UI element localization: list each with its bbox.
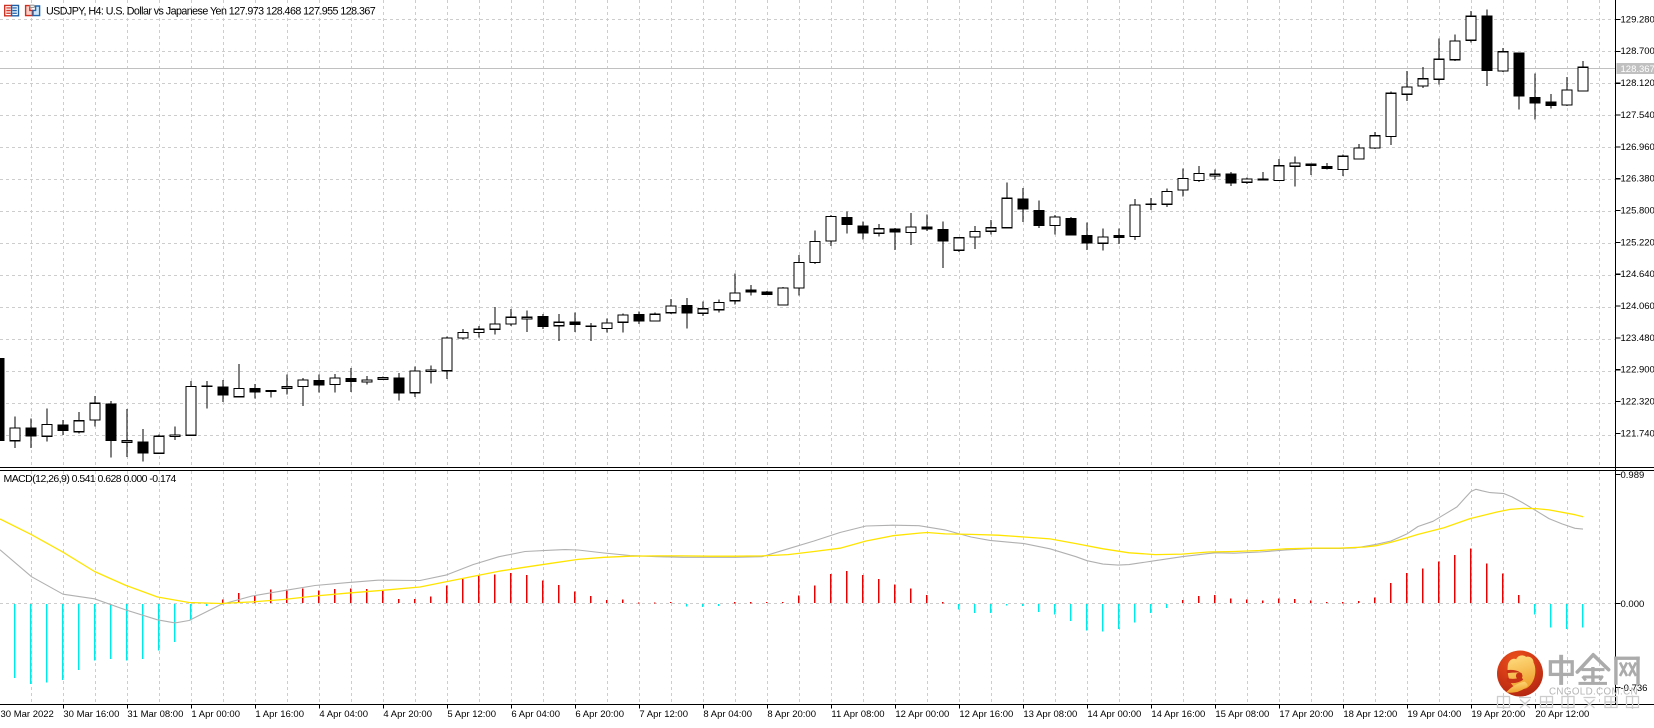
- svg-text:128.700: 128.700: [1621, 46, 1654, 57]
- svg-text:126.960: 126.960: [1621, 142, 1654, 153]
- svg-text:14 Apr 16:00: 14 Apr 16:00: [1151, 709, 1205, 720]
- svg-text:12 Apr 16:00: 12 Apr 16:00: [959, 709, 1013, 720]
- svg-text:13 Apr 08:00: 13 Apr 08:00: [1023, 709, 1077, 720]
- svg-text:12 Apr 00:00: 12 Apr 00:00: [895, 709, 949, 720]
- svg-text:8 Apr 20:00: 8 Apr 20:00: [767, 709, 816, 720]
- svg-text:31 Mar 08:00: 31 Mar 08:00: [127, 709, 183, 720]
- svg-text:127.540: 127.540: [1621, 110, 1654, 121]
- svg-text:4 Apr 20:00: 4 Apr 20:00: [383, 709, 432, 720]
- svg-text:0.989: 0.989: [1621, 470, 1645, 481]
- svg-text:18 Apr 12:00: 18 Apr 12:00: [1343, 709, 1397, 720]
- svg-text:30 Mar 2022: 30 Mar 2022: [1, 709, 54, 720]
- svg-text:14 Apr 00:00: 14 Apr 00:00: [1087, 709, 1141, 720]
- svg-text:128.120: 128.120: [1621, 78, 1654, 89]
- svg-text:0.000: 0.000: [1621, 599, 1645, 610]
- svg-text:5 Apr 12:00: 5 Apr 12:00: [447, 709, 496, 720]
- svg-text:125.800: 125.800: [1621, 205, 1654, 216]
- svg-text:11 Apr 08:00: 11 Apr 08:00: [831, 709, 884, 720]
- svg-text:17 Apr 20:00: 17 Apr 20:00: [1279, 709, 1333, 720]
- svg-text:4 Apr 04:00: 4 Apr 04:00: [319, 709, 368, 720]
- svg-text:20 Apr 12:00: 20 Apr 12:00: [1535, 709, 1589, 720]
- svg-text:123.480: 123.480: [1621, 333, 1654, 344]
- svg-text:CNGOLD.COM.CN: CNGOLD.COM.CN: [1549, 687, 1638, 698]
- svg-text:30 Mar 16:00: 30 Mar 16:00: [63, 709, 119, 720]
- svg-text:129.280: 129.280: [1621, 14, 1654, 25]
- svg-text:19 Apr 20:00: 19 Apr 20:00: [1471, 709, 1525, 720]
- svg-text:MACD(12,26,9) 0.541 0.628 0.00: MACD(12,26,9) 0.541 0.628 0.000 -0.174: [4, 473, 177, 485]
- svg-text:1 Apr 16:00: 1 Apr 16:00: [255, 709, 304, 720]
- svg-text:124.060: 124.060: [1621, 301, 1654, 312]
- svg-text:USDJPY, H4: U.S. Dollar vs Ja: USDJPY, H4: U.S. Dollar vs Japanese Yen …: [46, 6, 376, 18]
- svg-text:15 Apr 08:00: 15 Apr 08:00: [1215, 709, 1269, 720]
- svg-text:7 Apr 12:00: 7 Apr 12:00: [639, 709, 688, 720]
- svg-text:6 Apr 20:00: 6 Apr 20:00: [575, 709, 624, 720]
- svg-text:1 Apr 00:00: 1 Apr 00:00: [191, 709, 240, 720]
- svg-text:6 Apr 04:00: 6 Apr 04:00: [511, 709, 560, 720]
- svg-text:128.367: 128.367: [1621, 64, 1654, 75]
- svg-text:122.900: 122.900: [1621, 365, 1654, 376]
- svg-text:122.320: 122.320: [1621, 397, 1654, 408]
- svg-text:125.220: 125.220: [1621, 237, 1654, 248]
- svg-text:126.380: 126.380: [1621, 174, 1654, 185]
- svg-text:121.740: 121.740: [1621, 428, 1654, 439]
- svg-text:124.640: 124.640: [1621, 269, 1654, 280]
- svg-text:19 Apr 04:00: 19 Apr 04:00: [1407, 709, 1461, 720]
- svg-text:8 Apr 04:00: 8 Apr 04:00: [703, 709, 752, 720]
